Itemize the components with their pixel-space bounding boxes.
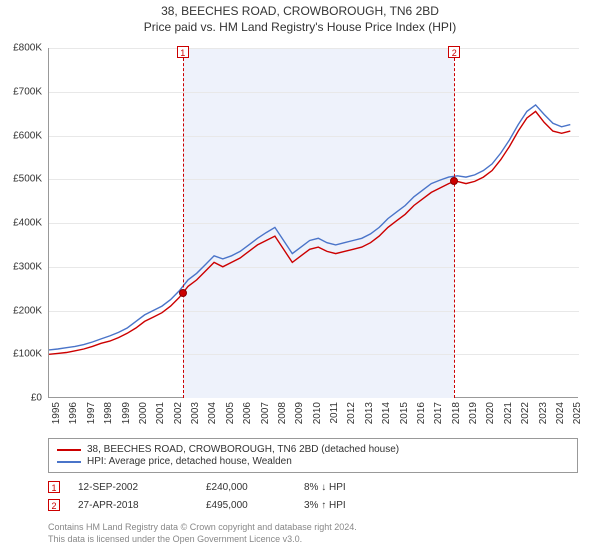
x-tick-label: 2024 bbox=[555, 402, 566, 424]
y-tick-label: £400K bbox=[0, 218, 42, 229]
sale-row: 1 12-SEP-2002 £240,000 8% ↓ HPI bbox=[48, 478, 578, 496]
x-tick-label: 1997 bbox=[86, 402, 97, 424]
legend: 38, BEECHES ROAD, CROWBOROUGH, TN6 2BD (… bbox=[48, 438, 578, 473]
y-tick-label: £500K bbox=[0, 174, 42, 185]
x-tick-label: 2016 bbox=[416, 402, 427, 424]
footnote: Contains HM Land Registry data © Crown c… bbox=[48, 522, 578, 545]
x-tick-label: 2014 bbox=[381, 402, 392, 424]
event-marker-box: 2 bbox=[448, 46, 460, 58]
legend-swatch bbox=[57, 461, 81, 463]
x-tick-label: 2007 bbox=[260, 402, 271, 424]
x-tick-label: 2013 bbox=[364, 402, 375, 424]
sale-hpi-diff: 8% ↓ HPI bbox=[304, 482, 394, 493]
x-tick-label: 2001 bbox=[155, 402, 166, 424]
series-line bbox=[49, 111, 570, 354]
chart-container: 38, BEECHES ROAD, CROWBOROUGH, TN6 2BD P… bbox=[0, 0, 600, 560]
x-tick-label: 2019 bbox=[468, 402, 479, 424]
x-tick-label: 1998 bbox=[103, 402, 114, 424]
event-marker-box: 1 bbox=[177, 46, 189, 58]
sale-hpi-diff: 3% ↑ HPI bbox=[304, 500, 394, 511]
sale-marker-box: 1 bbox=[48, 481, 60, 493]
chart-area: 12 £0£100K£200K£300K£400K£500K£600K£700K… bbox=[48, 48, 578, 398]
footnote-line: Contains HM Land Registry data © Crown c… bbox=[48, 522, 578, 534]
line-series-svg bbox=[49, 48, 579, 398]
x-tick-label: 2003 bbox=[190, 402, 201, 424]
x-tick-label: 1999 bbox=[121, 402, 132, 424]
legend-label: 38, BEECHES ROAD, CROWBOROUGH, TN6 2BD (… bbox=[87, 444, 399, 455]
x-tick-label: 2011 bbox=[329, 402, 340, 424]
y-tick-label: £200K bbox=[0, 305, 42, 316]
y-tick-label: £700K bbox=[0, 86, 42, 97]
sale-marker-box: 2 bbox=[48, 499, 60, 511]
x-tick-label: 2020 bbox=[485, 402, 496, 424]
sale-price: £495,000 bbox=[206, 500, 286, 511]
legend-item: HPI: Average price, detached house, Weal… bbox=[57, 456, 569, 467]
x-tick-label: 2023 bbox=[538, 402, 549, 424]
x-tick-label: 2006 bbox=[242, 402, 253, 424]
event-dot bbox=[179, 289, 187, 297]
legend-label: HPI: Average price, detached house, Weal… bbox=[87, 456, 292, 467]
x-tick-label: 2015 bbox=[399, 402, 410, 424]
y-tick-label: £800K bbox=[0, 43, 42, 54]
x-tick-label: 2005 bbox=[225, 402, 236, 424]
x-tick-label: 2022 bbox=[520, 402, 531, 424]
chart-subtitle: Price paid vs. HM Land Registry's House … bbox=[0, 20, 600, 34]
y-tick-label: £600K bbox=[0, 130, 42, 141]
series-line bbox=[49, 105, 570, 350]
plot-region: 12 bbox=[48, 48, 578, 398]
sale-date: 12-SEP-2002 bbox=[78, 482, 188, 493]
x-tick-label: 2021 bbox=[503, 402, 514, 424]
event-dot bbox=[450, 177, 458, 185]
x-tick-label: 2009 bbox=[294, 402, 305, 424]
x-tick-label: 2000 bbox=[138, 402, 149, 424]
y-tick-label: £0 bbox=[0, 393, 42, 404]
y-tick-label: £100K bbox=[0, 349, 42, 360]
x-tick-label: 2017 bbox=[433, 402, 444, 424]
x-tick-label: 2008 bbox=[277, 402, 288, 424]
sale-row: 2 27-APR-2018 £495,000 3% ↑ HPI bbox=[48, 496, 578, 514]
x-tick-label: 2012 bbox=[346, 402, 357, 424]
title-block: 38, BEECHES ROAD, CROWBOROUGH, TN6 2BD P… bbox=[0, 0, 600, 34]
sale-price: £240,000 bbox=[206, 482, 286, 493]
legend-swatch bbox=[57, 449, 81, 451]
chart-title-address: 38, BEECHES ROAD, CROWBOROUGH, TN6 2BD bbox=[0, 4, 600, 18]
footnote-line: This data is licensed under the Open Gov… bbox=[48, 534, 578, 546]
x-tick-label: 2004 bbox=[207, 402, 218, 424]
x-tick-label: 2002 bbox=[173, 402, 184, 424]
legend-item: 38, BEECHES ROAD, CROWBOROUGH, TN6 2BD (… bbox=[57, 444, 569, 455]
sale-date: 27-APR-2018 bbox=[78, 500, 188, 511]
x-tick-label: 2025 bbox=[572, 402, 583, 424]
y-tick-label: £300K bbox=[0, 261, 42, 272]
x-tick-label: 1996 bbox=[68, 402, 79, 424]
x-tick-label: 1995 bbox=[51, 402, 62, 424]
x-tick-label: 2010 bbox=[312, 402, 323, 424]
x-tick-label: 2018 bbox=[451, 402, 462, 424]
sales-table: 1 12-SEP-2002 £240,000 8% ↓ HPI 2 27-APR… bbox=[48, 478, 578, 514]
